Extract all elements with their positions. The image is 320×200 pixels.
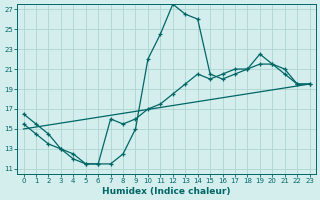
X-axis label: Humidex (Indice chaleur): Humidex (Indice chaleur) [102, 187, 231, 196]
